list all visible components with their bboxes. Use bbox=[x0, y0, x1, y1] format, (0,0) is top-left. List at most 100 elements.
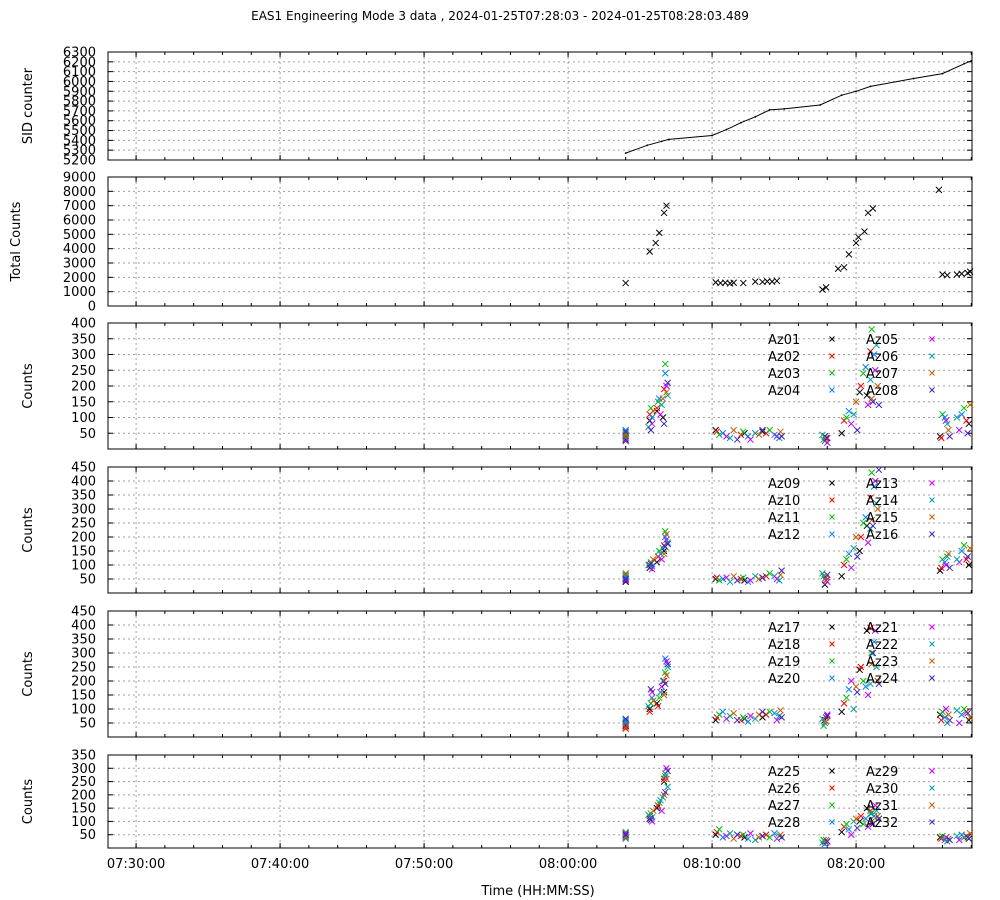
data-point bbox=[663, 672, 670, 679]
data-point bbox=[661, 370, 669, 377]
data-point bbox=[622, 575, 630, 583]
y-tick-label: 6100 bbox=[63, 65, 96, 80]
data-point bbox=[744, 718, 752, 725]
data-point bbox=[843, 694, 850, 702]
data-point bbox=[773, 277, 781, 285]
data-point bbox=[723, 715, 730, 723]
data-point bbox=[946, 564, 954, 572]
legend-marker bbox=[829, 353, 835, 359]
data-point bbox=[953, 832, 961, 840]
data-point bbox=[715, 711, 723, 718]
data-point bbox=[958, 410, 966, 418]
data-point bbox=[939, 410, 946, 418]
y-tick-label: 9000 bbox=[63, 171, 96, 186]
legend-label: Az13 bbox=[866, 477, 898, 492]
data-point bbox=[726, 712, 734, 720]
data-point bbox=[622, 570, 630, 577]
data-point bbox=[647, 426, 655, 434]
data-point bbox=[730, 709, 738, 717]
data-point bbox=[941, 714, 949, 721]
data-point bbox=[663, 388, 670, 396]
y-tick-label: 400 bbox=[71, 475, 96, 490]
data-point bbox=[622, 832, 630, 840]
data-point bbox=[840, 263, 848, 271]
data-point bbox=[647, 560, 655, 567]
data-point bbox=[715, 431, 723, 439]
legend-marker bbox=[929, 497, 935, 503]
y-axis-label: Counts bbox=[21, 651, 36, 697]
legend-label: Az29 bbox=[866, 765, 898, 780]
legend-marker bbox=[829, 675, 835, 681]
data-point bbox=[622, 431, 630, 439]
data-point bbox=[819, 286, 826, 293]
data-point bbox=[873, 807, 880, 815]
data-point bbox=[853, 426, 861, 434]
y-tick-label: 450 bbox=[71, 605, 96, 620]
data-point bbox=[663, 202, 670, 210]
data-point bbox=[955, 719, 963, 727]
data-point bbox=[622, 831, 630, 839]
data-point bbox=[762, 711, 770, 718]
data-point bbox=[937, 564, 945, 572]
y-tick-label: 150 bbox=[71, 545, 96, 560]
legend-label: Az21 bbox=[866, 621, 898, 636]
series-panel2 bbox=[622, 186, 974, 293]
data-point bbox=[874, 505, 882, 513]
legend-label: Az06 bbox=[866, 350, 898, 365]
plot-frame bbox=[107, 176, 973, 307]
data-point bbox=[658, 556, 666, 563]
y-tick-label: 450 bbox=[71, 461, 96, 476]
legend-marker bbox=[829, 768, 835, 774]
legend-label: Az11 bbox=[768, 511, 800, 526]
legend-marker bbox=[829, 514, 835, 520]
data-point bbox=[850, 544, 858, 552]
data-point bbox=[838, 429, 846, 437]
data-point bbox=[838, 708, 846, 716]
data-point bbox=[755, 834, 763, 841]
y-tick-label: 100 bbox=[71, 815, 96, 830]
x-tick-label: 08:20:00 bbox=[827, 857, 885, 872]
data-point bbox=[855, 90, 857, 93]
data-point bbox=[966, 401, 974, 409]
data-point bbox=[871, 802, 879, 809]
data-point bbox=[873, 663, 880, 671]
data-point bbox=[960, 542, 968, 549]
y-tick-label: 250 bbox=[71, 364, 96, 379]
y-tick-label: 50 bbox=[79, 717, 96, 732]
y-tick-label: 5800 bbox=[63, 95, 96, 110]
y-tick-label: 350 bbox=[71, 332, 96, 347]
data-point bbox=[646, 144, 649, 147]
series-Az02 bbox=[622, 347, 970, 442]
data-point bbox=[819, 839, 826, 847]
data-point bbox=[862, 363, 870, 371]
data-point bbox=[622, 723, 630, 731]
data-point bbox=[759, 574, 766, 581]
data-point bbox=[912, 77, 915, 80]
data-point bbox=[869, 205, 877, 212]
data-point bbox=[648, 414, 656, 421]
legend-marker bbox=[829, 387, 835, 393]
data-point bbox=[873, 500, 880, 507]
series-Az15 bbox=[622, 505, 974, 583]
data-point bbox=[859, 370, 867, 377]
y-tick-label: 5300 bbox=[63, 144, 96, 159]
data-point bbox=[864, 539, 872, 546]
series-Az08 bbox=[622, 379, 972, 443]
legend-marker bbox=[929, 624, 935, 630]
legend-label: Az09 bbox=[768, 477, 800, 492]
chart-title: EAS1 Engineering Mode 3 data , 2024-01-2… bbox=[251, 9, 749, 23]
data-point bbox=[657, 410, 664, 418]
data-point bbox=[857, 812, 865, 820]
data-point bbox=[946, 716, 954, 724]
data-point bbox=[751, 429, 759, 437]
data-point bbox=[966, 544, 974, 552]
data-point bbox=[970, 59, 973, 62]
data-point bbox=[852, 815, 860, 823]
data-point bbox=[843, 556, 850, 563]
legend-marker bbox=[929, 802, 935, 808]
data-point bbox=[867, 494, 874, 502]
series-line bbox=[625, 60, 972, 154]
legend-label: Az04 bbox=[768, 384, 800, 399]
legend-label: Az23 bbox=[866, 655, 898, 670]
